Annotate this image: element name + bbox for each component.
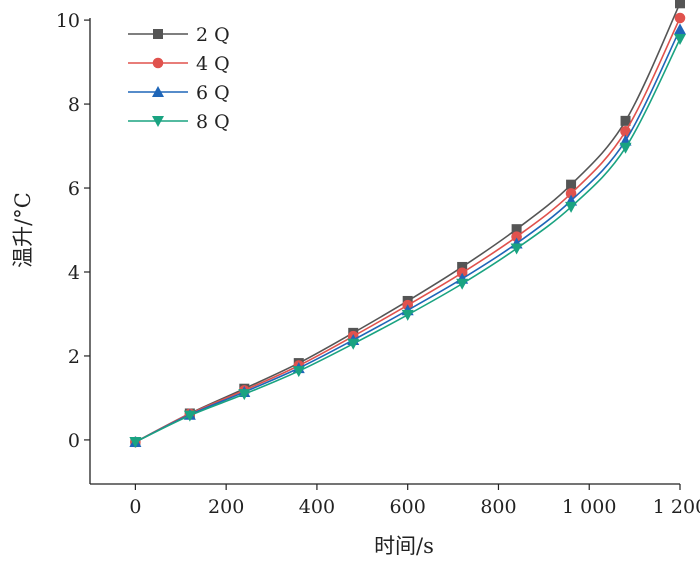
legend-label: 4 Q	[196, 53, 230, 75]
x-tick-label: 600	[390, 496, 426, 518]
y-tick-label: 10	[56, 10, 80, 32]
data-point	[565, 201, 578, 213]
data-point	[457, 261, 468, 272]
plot-frame	[89, 18, 680, 485]
data-point	[456, 278, 469, 290]
legend-label: 6 Q	[196, 82, 230, 104]
series-line	[135, 38, 681, 443]
legend-item: 4 Q	[128, 53, 230, 75]
legend-item: 2 Q	[128, 24, 230, 46]
x-axis-label: 时间/s	[374, 534, 434, 558]
y-axis-label: 温升/°C	[11, 192, 35, 268]
series-line	[135, 28, 681, 443]
data-point	[674, 12, 686, 24]
y-tick-label: 2	[68, 346, 80, 368]
series-8q	[129, 33, 686, 449]
x-tick-label: 400	[299, 496, 335, 518]
series-4q	[130, 12, 686, 448]
x-axis-ticks: 0 200 400 600 800 1 000 1 200	[129, 484, 700, 518]
data-point	[675, 0, 685, 9]
data-point	[620, 115, 631, 126]
legend: 2 Q 4 Q 6 Q 8 Q	[128, 24, 230, 133]
legend-item: 8 Q	[128, 111, 230, 133]
data-point	[619, 142, 632, 154]
y-axis-ticks: 0 2 4 6 8 10	[56, 10, 90, 452]
series-layer	[129, 0, 686, 449]
y-tick-label: 8	[68, 94, 80, 116]
x-tick-label: 1 000	[562, 496, 616, 518]
data-point	[511, 231, 522, 243]
data-point	[292, 366, 305, 378]
y-tick-label: 4	[68, 262, 80, 284]
legend-marker	[152, 116, 164, 127]
y-tick-label: 6	[68, 178, 80, 200]
data-point	[129, 437, 142, 449]
x-tick-label: 800	[480, 496, 516, 518]
data-point	[565, 188, 577, 199]
x-tick-label: 1 200	[653, 496, 700, 518]
data-point	[674, 23, 686, 35]
data-point	[510, 243, 523, 255]
data-point	[674, 33, 686, 45]
series-line	[135, 17, 681, 443]
legend-marker	[152, 57, 164, 69]
x-tick-label: 0	[129, 496, 141, 518]
legend-item: 6 Q	[128, 82, 230, 104]
legend-label: 8 Q	[196, 111, 230, 133]
legend-label: 2 Q	[196, 24, 230, 46]
data-point	[401, 309, 414, 321]
data-point	[511, 224, 522, 235]
legend-marker	[152, 86, 164, 97]
y-tick-label: 0	[68, 430, 80, 452]
legend-marker	[153, 29, 163, 39]
x-tick-label: 200	[208, 496, 244, 518]
data-point	[620, 126, 631, 137]
series-line	[135, 2, 681, 443]
data-point	[566, 179, 577, 190]
data-point	[347, 338, 360, 350]
data-point	[183, 410, 196, 422]
data-point	[238, 389, 251, 401]
